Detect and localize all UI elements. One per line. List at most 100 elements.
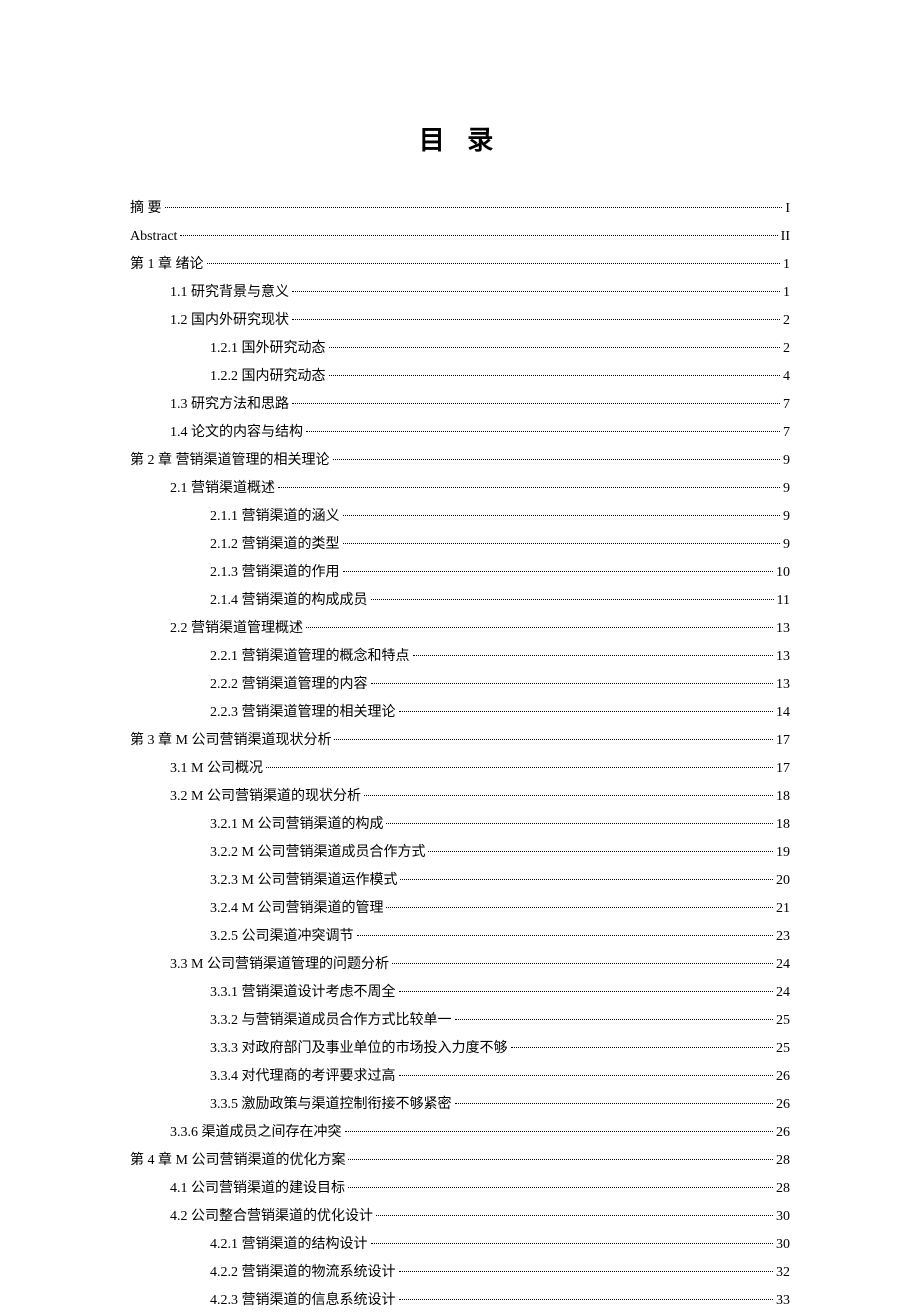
toc-entry: 4.2.2 营销渠道的物流系统设计32 (130, 1259, 790, 1287)
toc-leader-dots (400, 879, 773, 880)
toc-entry: 3.3.2 与营销渠道成员合作方式比较单一25 (130, 1007, 790, 1035)
toc-entry-page: 28 (776, 1147, 790, 1175)
table-of-contents: 摘 要IAbstractII第 1 章 绪论11.1 研究背景与意义11.2 国… (130, 195, 790, 1315)
toc-entry-label: 1.1 研究背景与意义 (170, 279, 289, 307)
toc-entry-page: 18 (776, 783, 790, 811)
toc-leader-dots (399, 711, 774, 712)
toc-entry: 2.2.3 营销渠道管理的相关理论 14 (130, 699, 790, 727)
toc-leader-dots (413, 655, 774, 656)
toc-entry: 3.3.1 营销渠道设计考虑不周全24 (130, 979, 790, 1007)
toc-entry: 3.3.6 渠道成员之间存在冲突26 (130, 1119, 790, 1147)
toc-entry-page: 19 (776, 839, 790, 867)
toc-leader-dots (428, 851, 773, 852)
toc-entry-page: 1 (783, 251, 790, 279)
toc-entry-label: 4.2.1 营销渠道的结构设计 (210, 1231, 368, 1259)
toc-leader-dots (334, 739, 773, 740)
toc-entry: 3.3 M 公司营销渠道管理的问题分析 24 (130, 951, 790, 979)
toc-leader-dots (455, 1103, 774, 1104)
toc-entry-page: 24 (776, 951, 790, 979)
toc-entry: 第 4 章 M 公司营销渠道的优化方案28 (130, 1147, 790, 1175)
toc-entry: 2.1 营销渠道概述9 (130, 475, 790, 503)
toc-leader-dots (348, 1187, 773, 1188)
toc-entry-page: 25 (776, 1007, 790, 1035)
toc-entry-label: 3.2.3 M 公司营销渠道运作模式 (210, 867, 397, 895)
toc-entry-label: 2.2.3 营销渠道管理的相关理论 (210, 699, 396, 727)
toc-entry: 3.3.5 激励政策与渠道控制衔接不够紧密 26 (130, 1091, 790, 1119)
toc-entry-page: 14 (776, 699, 790, 727)
toc-leader-dots (292, 291, 780, 292)
toc-entry: 1.3 研究方法和思路 7 (130, 391, 790, 419)
toc-entry-label: 1.2 国内外研究现状 (170, 307, 289, 335)
toc-entry-label: 3.3 M 公司营销渠道管理的问题分析 (170, 951, 389, 979)
toc-entry-page: 9 (783, 447, 790, 475)
toc-entry-label: 3.2.5 公司渠道冲突调节 (210, 923, 354, 951)
toc-entry: 2.2 营销渠道管理概述13 (130, 615, 790, 643)
toc-entry-page: 11 (777, 587, 790, 615)
toc-entry-page: 26 (776, 1091, 790, 1119)
toc-leader-dots (386, 823, 773, 824)
toc-entry: 3.3.3 对政府部门及事业单位的市场投入力度不够 25 (130, 1035, 790, 1063)
toc-entry: 3.1 M 公司概况 17 (130, 755, 790, 783)
toc-entry: 3.2 M 公司营销渠道的现状分析18 (130, 783, 790, 811)
toc-entry-label: 4.1 公司营销渠道的建设目标 (170, 1175, 345, 1203)
toc-entry-page: 2 (783, 335, 790, 363)
toc-leader-dots (306, 431, 780, 432)
toc-entry: 4.2 公司整合营销渠道的优化设计30 (130, 1203, 790, 1231)
toc-entry: 摘 要I (130, 195, 790, 223)
toc-leader-dots (399, 1271, 774, 1272)
toc-entry-label: 2.1.1 营销渠道的涵义 (210, 503, 340, 531)
toc-leader-dots (364, 795, 773, 796)
toc-entry: 3.2.3 M 公司营销渠道运作模式 20 (130, 867, 790, 895)
toc-entry-label: 3.3.5 激励政策与渠道控制衔接不够紧密 (210, 1091, 452, 1119)
toc-entry-page: 10 (776, 559, 790, 587)
toc-entry-page: 25 (776, 1035, 790, 1063)
toc-entry-page: 20 (776, 867, 790, 895)
toc-entry-label: 1.2.1 国外研究动态 (210, 335, 326, 363)
toc-entry-page: 9 (783, 531, 790, 559)
toc-entry: 4.2.1 营销渠道的结构设计 30 (130, 1231, 790, 1259)
toc-leader-dots (343, 543, 781, 544)
toc-entry: 1.2 国内外研究现状 2 (130, 307, 790, 335)
toc-entry-page: 13 (776, 615, 790, 643)
toc-entry-label: 2.1 营销渠道概述 (170, 475, 275, 503)
toc-entry-page: 21 (776, 895, 790, 923)
toc-entry-page: 18 (776, 811, 790, 839)
toc-entry-label: 1.3 研究方法和思路 (170, 391, 289, 419)
toc-entry-label: 2.1.3 营销渠道的作用 (210, 559, 340, 587)
toc-entry: 2.1.4 营销渠道的构成成员 11 (130, 587, 790, 615)
toc-leader-dots (371, 599, 774, 600)
toc-entry: 3.3.4 对代理商的考评要求过高26 (130, 1063, 790, 1091)
toc-entry: 4.2.3 营销渠道的信息系统设计33 (130, 1287, 790, 1315)
toc-entry-label: 3.1 M 公司概况 (170, 755, 263, 783)
toc-entry-label: 1.4 论文的内容与结构 (170, 419, 303, 447)
toc-leader-dots (333, 459, 781, 460)
toc-leader-dots (455, 1019, 774, 1020)
toc-leader-dots (371, 1243, 774, 1244)
page-title: 目 录 (130, 120, 790, 157)
toc-entry: 4.1 公司营销渠道的建设目标28 (130, 1175, 790, 1203)
toc-entry-label: 4.2.3 营销渠道的信息系统设计 (210, 1287, 396, 1315)
toc-entry-page: 7 (783, 391, 790, 419)
toc-entry-label: Abstract (130, 223, 177, 251)
toc-entry-page: 1 (783, 279, 790, 307)
toc-entry-label: 4.2.2 营销渠道的物流系统设计 (210, 1259, 396, 1287)
toc-entry-page: 30 (776, 1203, 790, 1231)
toc-entry-label: 摘 要 (130, 195, 162, 223)
toc-entry-label: 3.3.3 对政府部门及事业单位的市场投入力度不够 (210, 1035, 508, 1063)
toc-entry-label: 第 1 章 绪论 (130, 251, 204, 279)
toc-leader-dots (292, 403, 780, 404)
toc-leader-dots (292, 319, 780, 320)
toc-leader-dots (376, 1215, 773, 1216)
toc-entry: 3.2.4 M 公司营销渠道的管理21 (130, 895, 790, 923)
toc-entry-page: 2 (783, 307, 790, 335)
toc-leader-dots (329, 347, 781, 348)
toc-entry-page: 17 (776, 755, 790, 783)
toc-entry: 1.2.2 国内研究动态4 (130, 363, 790, 391)
toc-entry-page: 30 (776, 1231, 790, 1259)
toc-entry-page: 7 (783, 419, 790, 447)
toc-entry: 1.2.1 国外研究动态 2 (130, 335, 790, 363)
toc-entry-page: 4 (783, 363, 790, 391)
toc-entry-label: 2.1.4 营销渠道的构成成员 (210, 587, 368, 615)
toc-leader-dots (329, 375, 781, 376)
toc-entry: 3.2.2 M 公司营销渠道成员合作方式19 (130, 839, 790, 867)
